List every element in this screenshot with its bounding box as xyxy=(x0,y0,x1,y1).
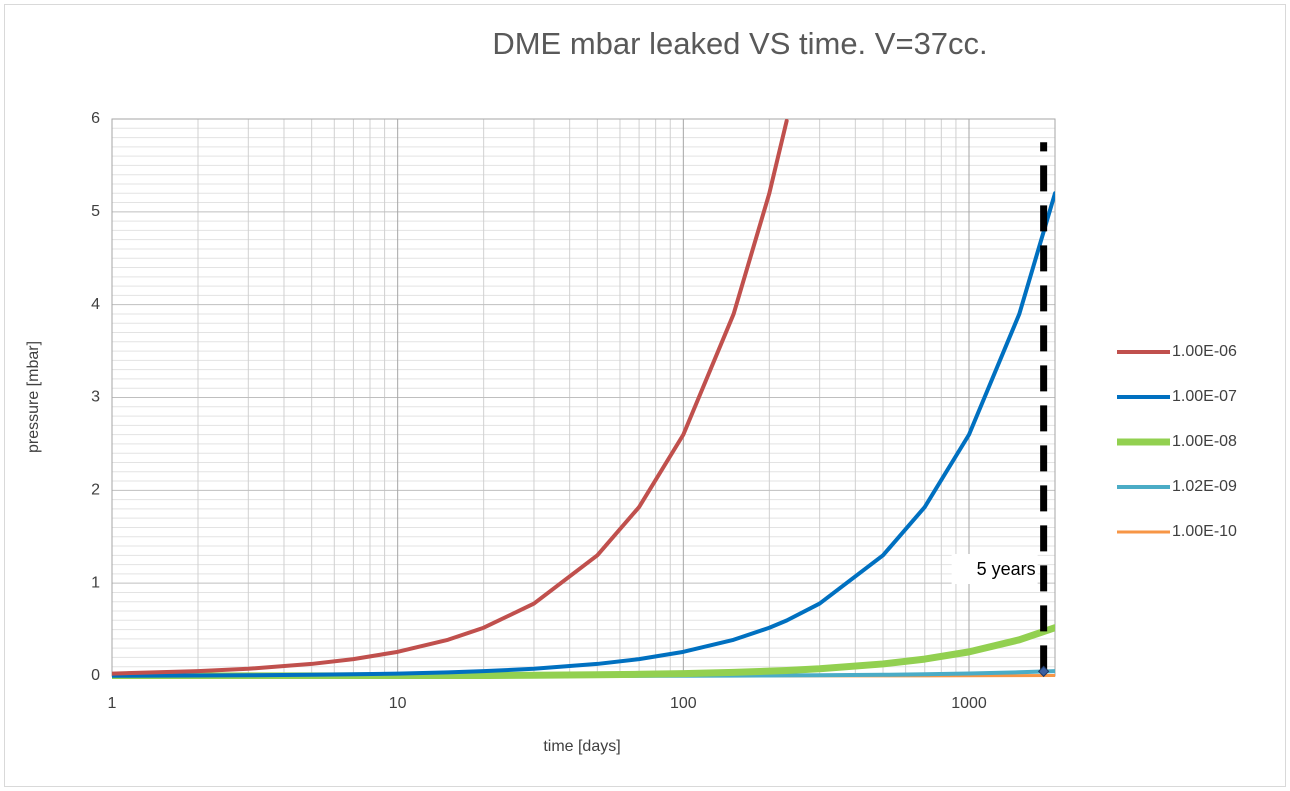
y-tick-label: 1 xyxy=(91,574,100,591)
y-tick-label: 2 xyxy=(91,482,100,499)
annotation-background xyxy=(951,554,1038,584)
legend-label: 1.00E-06 xyxy=(1172,343,1237,360)
annotation-label: 5 years xyxy=(977,559,1036,579)
x-tick-label: 1000 xyxy=(951,695,987,712)
x-tick-label: 1 xyxy=(108,695,117,712)
x-tick-label: 100 xyxy=(670,695,697,712)
chart-title: DME mbar leaked VS time. V=37cc. xyxy=(492,26,987,61)
y-tick-label: 6 xyxy=(91,110,100,127)
y-tick-label: 0 xyxy=(91,667,100,684)
x-axis-label: time [days] xyxy=(543,738,620,755)
plot-lines xyxy=(112,119,1055,679)
y-axis-label: pressure [mbar] xyxy=(25,341,42,453)
annotation-marker xyxy=(1037,665,1050,678)
y-tick-label: 4 xyxy=(91,296,100,313)
x-tick-label: 10 xyxy=(389,695,407,712)
series-line xyxy=(112,191,1055,678)
legend-label: 1.00E-10 xyxy=(1172,523,1237,540)
legend-label: 1.02E-09 xyxy=(1172,478,1237,495)
legend-label: 1.00E-07 xyxy=(1172,388,1237,405)
y-tick-label: 3 xyxy=(91,389,100,406)
legend-label: 1.00E-08 xyxy=(1172,433,1237,450)
y-tick-label: 5 xyxy=(91,203,100,220)
chart-frame xyxy=(4,4,1286,787)
series-line xyxy=(112,119,789,676)
